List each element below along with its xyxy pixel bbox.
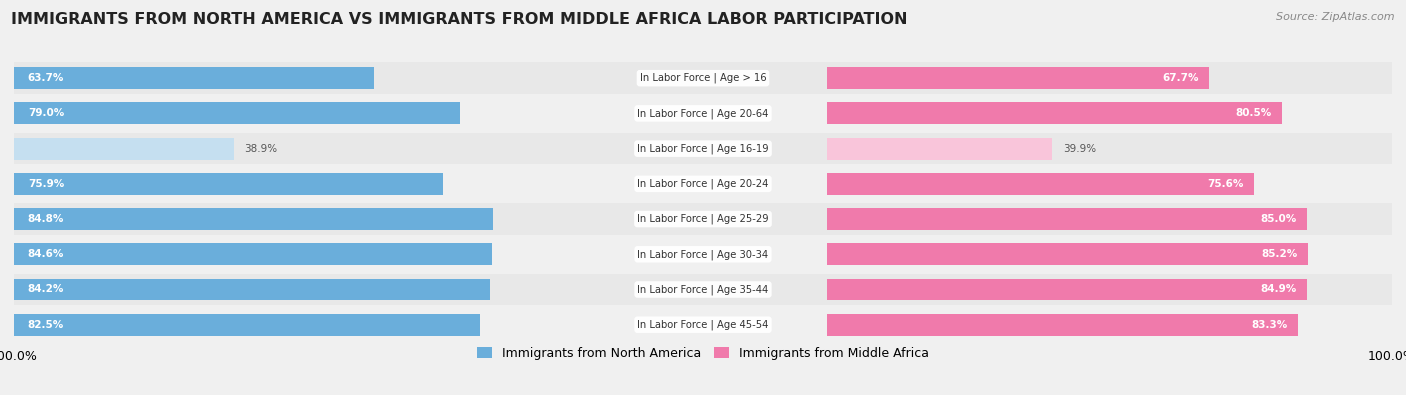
Bar — [14, 133, 1392, 164]
Bar — [14, 314, 479, 336]
Text: In Labor Force | Age 20-64: In Labor Force | Age 20-64 — [637, 108, 769, 118]
Text: 79.0%: 79.0% — [28, 108, 65, 118]
Text: 83.3%: 83.3% — [1251, 320, 1288, 330]
Bar — [827, 67, 1209, 89]
Text: 63.7%: 63.7% — [28, 73, 65, 83]
Text: In Labor Force | Age 35-44: In Labor Force | Age 35-44 — [637, 284, 769, 295]
Text: In Labor Force | Age 30-34: In Labor Force | Age 30-34 — [637, 249, 769, 260]
Bar — [14, 278, 489, 301]
Text: In Labor Force | Age 45-54: In Labor Force | Age 45-54 — [637, 320, 769, 330]
Text: 82.5%: 82.5% — [28, 320, 65, 330]
Text: 84.8%: 84.8% — [28, 214, 65, 224]
Bar — [827, 173, 1254, 195]
Bar — [827, 208, 1308, 230]
Bar — [827, 278, 1306, 301]
Text: IMMIGRANTS FROM NORTH AMERICA VS IMMIGRANTS FROM MIDDLE AFRICA LABOR PARTICIPATI: IMMIGRANTS FROM NORTH AMERICA VS IMMIGRA… — [11, 12, 908, 27]
Text: In Labor Force | Age 25-29: In Labor Force | Age 25-29 — [637, 214, 769, 224]
Bar — [14, 208, 494, 230]
Bar — [14, 243, 492, 265]
Text: In Labor Force | Age > 16: In Labor Force | Age > 16 — [640, 73, 766, 83]
Bar — [14, 138, 233, 160]
Text: 75.9%: 75.9% — [28, 179, 65, 189]
Text: 39.9%: 39.9% — [1063, 144, 1095, 154]
Bar — [14, 203, 1392, 235]
Bar — [14, 67, 374, 89]
Bar — [827, 243, 1309, 265]
Bar — [14, 168, 1392, 200]
Text: In Labor Force | Age 20-24: In Labor Force | Age 20-24 — [637, 179, 769, 189]
Bar — [14, 173, 443, 195]
Text: Source: ZipAtlas.com: Source: ZipAtlas.com — [1277, 12, 1395, 22]
Text: 84.2%: 84.2% — [28, 284, 65, 295]
Bar — [14, 62, 1392, 94]
Bar — [14, 309, 1392, 340]
Text: 75.6%: 75.6% — [1208, 179, 1244, 189]
Text: 84.9%: 84.9% — [1260, 284, 1296, 295]
Legend: Immigrants from North America, Immigrants from Middle Africa: Immigrants from North America, Immigrant… — [472, 342, 934, 365]
Bar — [827, 138, 1053, 160]
Text: 67.7%: 67.7% — [1163, 73, 1199, 83]
Bar — [14, 102, 460, 124]
Text: 38.9%: 38.9% — [245, 144, 277, 154]
Bar — [827, 314, 1298, 336]
Bar — [14, 274, 1392, 305]
Text: 80.5%: 80.5% — [1236, 108, 1271, 118]
Text: 85.0%: 85.0% — [1261, 214, 1296, 224]
Text: 84.6%: 84.6% — [28, 249, 65, 259]
Text: 85.2%: 85.2% — [1261, 249, 1298, 259]
Bar — [14, 239, 1392, 270]
Text: In Labor Force | Age 16-19: In Labor Force | Age 16-19 — [637, 143, 769, 154]
Bar — [14, 98, 1392, 129]
Bar — [827, 102, 1282, 124]
